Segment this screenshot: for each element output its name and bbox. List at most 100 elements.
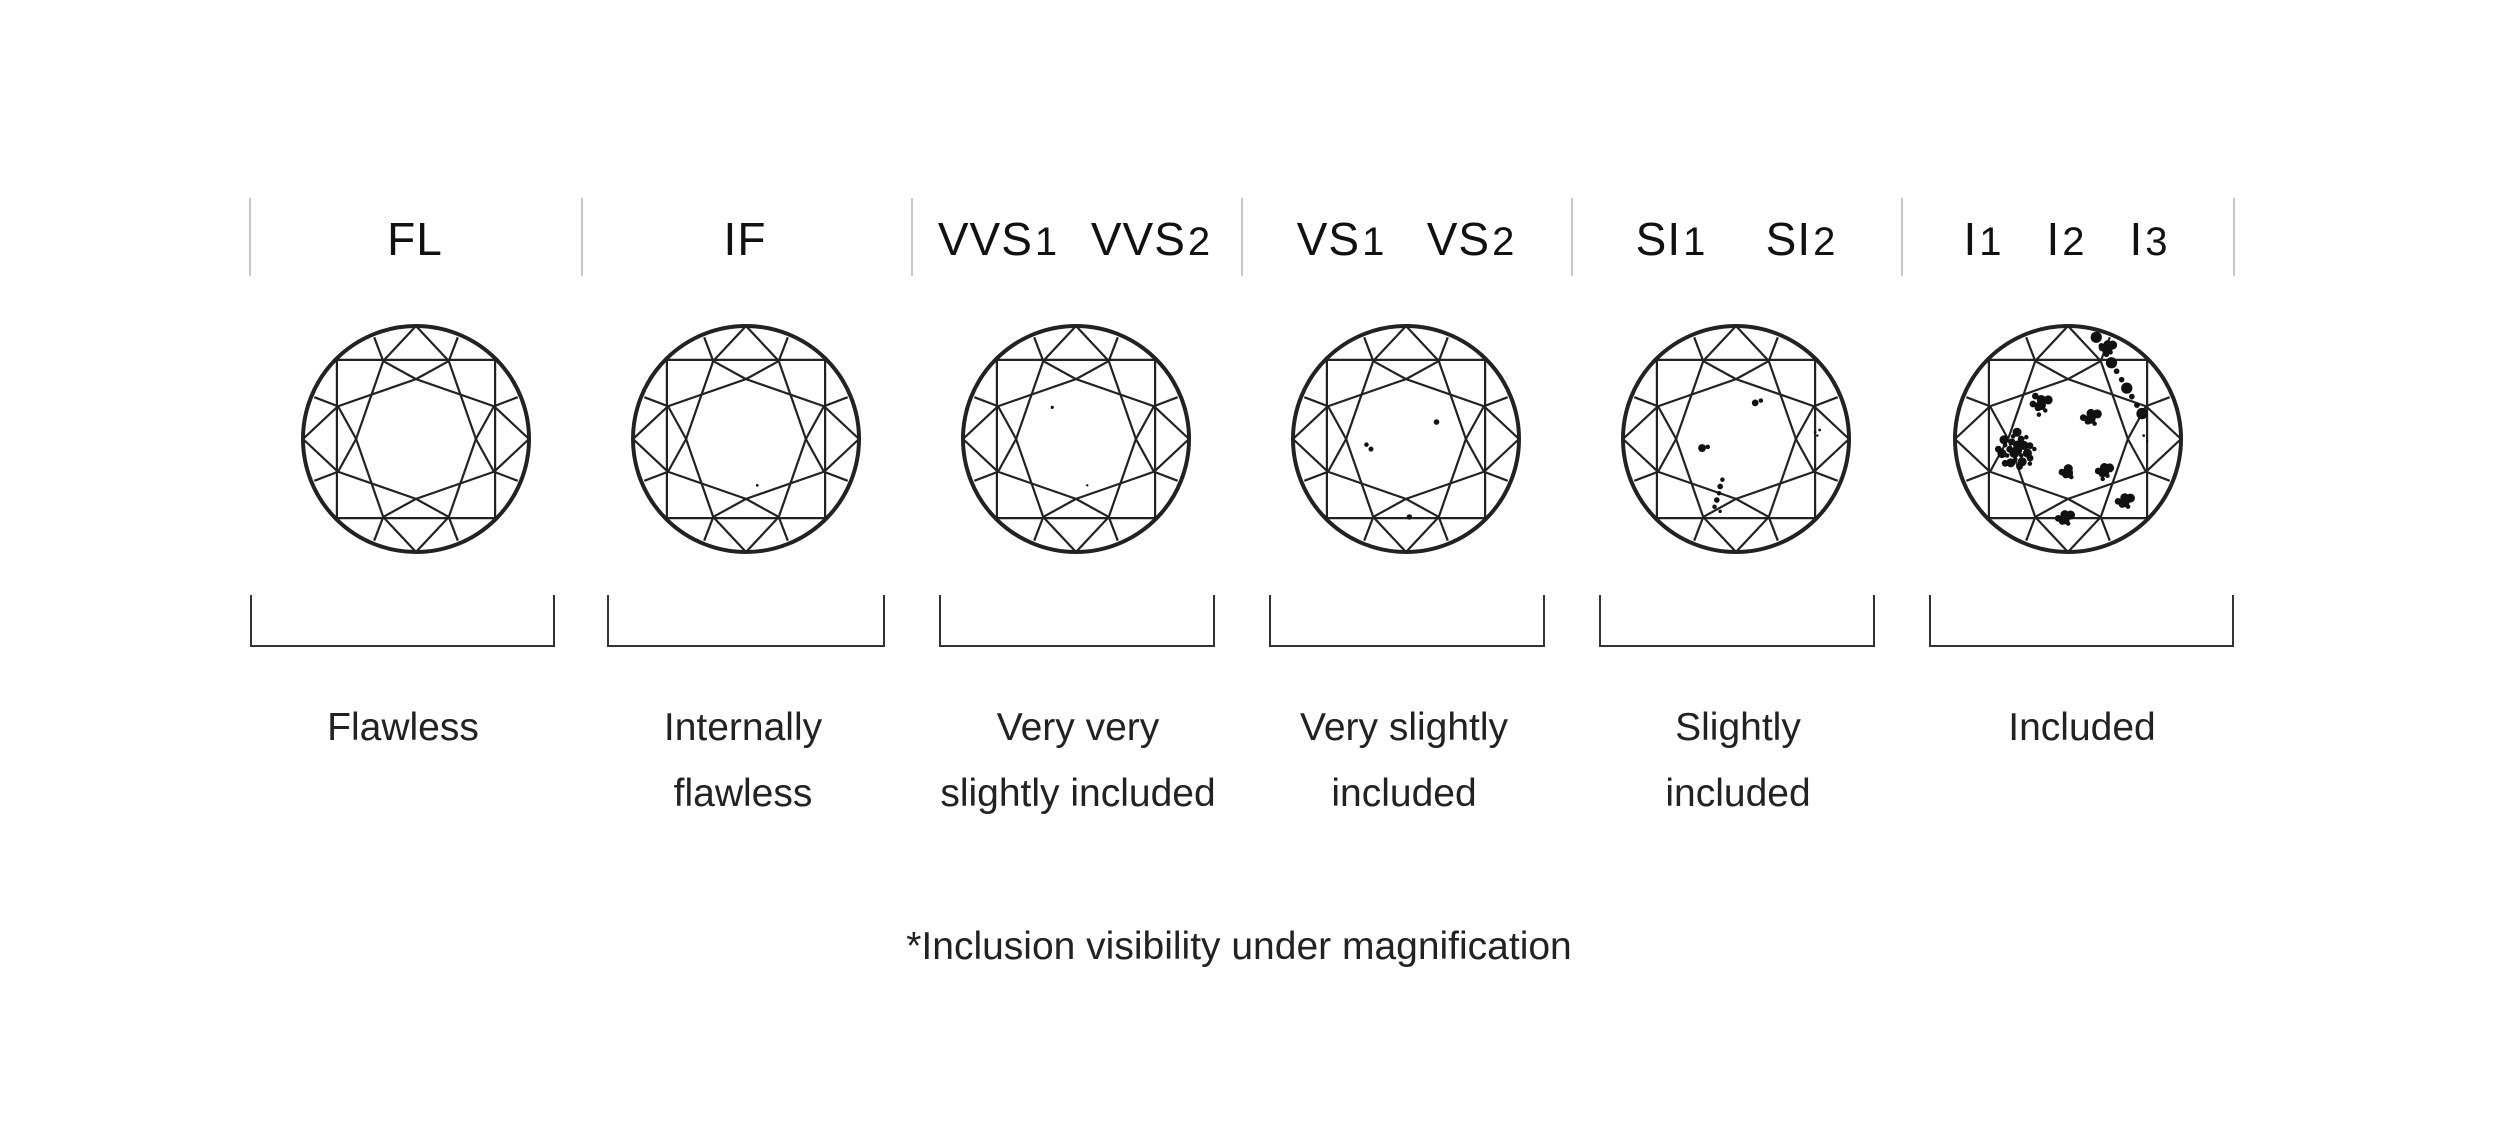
facet-line [997,378,1077,408]
facet-line [1437,438,1467,518]
facet-line [1794,438,1815,473]
inclusion-dot [2114,498,2122,505]
grade-label: VVS1 [938,212,1058,266]
facet-line [1042,325,1077,362]
inclusion-dot [2118,376,2125,383]
facet-line [667,438,688,473]
facet-line [415,325,450,362]
facet-line [2099,438,2129,518]
facet-line [1633,470,1659,482]
facet-line [1033,516,1045,542]
inclusion-dot [2113,368,2120,375]
facet-line [1989,405,2010,440]
facet-line [493,405,530,440]
inclusion-dot [2012,440,2023,450]
inclusion-dot [2026,442,2034,450]
inclusion-dot [2026,454,2034,462]
facet-line [823,470,849,482]
facet-line [1327,405,1348,440]
diamond-illustration [1621,324,1851,554]
grade-name: IF [723,213,767,265]
facet-line [745,378,825,408]
facet-line [777,360,807,440]
facet-line [2067,325,2102,362]
inclusion-dot [2063,464,2073,474]
facet-line [1675,360,1705,440]
grade-name: VVS [937,213,1033,265]
description-line: Very very [996,706,1160,749]
facet-line [1813,405,1850,440]
facet-line [1405,360,1440,381]
grade-label: SI2 [1766,212,1837,266]
inclusion-dot [2008,438,2016,446]
facet-line [1437,336,1449,362]
facet-line [745,516,780,553]
facet-line [777,336,789,362]
facet-line [703,516,715,542]
facet-line [1107,336,1119,362]
facet-line [415,497,450,518]
facet-line [415,378,495,408]
inclusion-dot [2136,407,2148,420]
facet-line [447,336,459,362]
facet-line [2034,325,2069,362]
clarity-description: Internally flawless [664,695,822,827]
inclusion-dot [2036,412,2042,417]
inclusion-dot [2006,458,2016,468]
facet-line [1767,336,1779,362]
facet-line [1483,438,1520,473]
grade-subscript: 2 [1492,220,1516,264]
grade-name: SI [1635,213,1682,265]
facet-line [1693,516,1705,542]
inclusion-dot [2092,421,2097,426]
facet-line [313,470,339,482]
facet-line [1405,497,1440,518]
group-bracket [250,595,555,647]
grade-name: FL [387,213,443,265]
inclusion-dot [2121,382,2133,394]
facet-line [997,438,1018,473]
inclusion-dot [2145,440,2149,443]
facet-line [415,470,495,500]
facet-line [1954,405,1991,440]
grade-label: I1 [1963,212,2002,266]
facet-line [1657,470,1737,500]
inclusion-dot [1758,398,1764,403]
inclusion-dot [2006,445,2014,453]
group-bracket [607,595,885,647]
facet-line [712,497,747,518]
inclusion-dot [1713,497,1720,503]
facet-line [337,438,358,473]
facet-line [1153,438,1190,473]
facet-line [1622,405,1659,440]
facet-line [667,405,688,440]
inclusion-dot [2058,468,2066,476]
inclusion-dot [2019,440,2029,450]
facet-line [337,470,417,500]
inclusion-dot [1813,430,1817,434]
facet-line [1075,497,1110,518]
inclusion-dot [2105,473,2110,479]
facet-line [632,438,669,473]
facet-line [1345,360,1375,440]
facet-line [1657,378,1737,408]
grade-label: VS2 [1427,212,1516,266]
facet-line [373,336,385,362]
grade-subscript: 1 [1034,220,1059,264]
inclusion-dot [2065,521,2071,526]
facet-line [1303,470,1329,482]
facet-line [1954,438,1991,473]
inclusion-dot [2042,408,2048,413]
inclusion-dot [2108,350,2113,355]
facet-line [667,378,747,408]
facet-line [1405,378,1485,408]
inclusion-dot [1368,446,1374,452]
facet-line [1735,378,1815,408]
facet-line [1989,470,2069,500]
facet-line [685,438,715,518]
clarity-description: Very slightly included [1300,695,1508,827]
facet-line [1813,396,1839,408]
inclusion-dot [2054,514,2062,522]
facet-line [1702,516,1737,553]
facet-line [1327,438,1348,473]
